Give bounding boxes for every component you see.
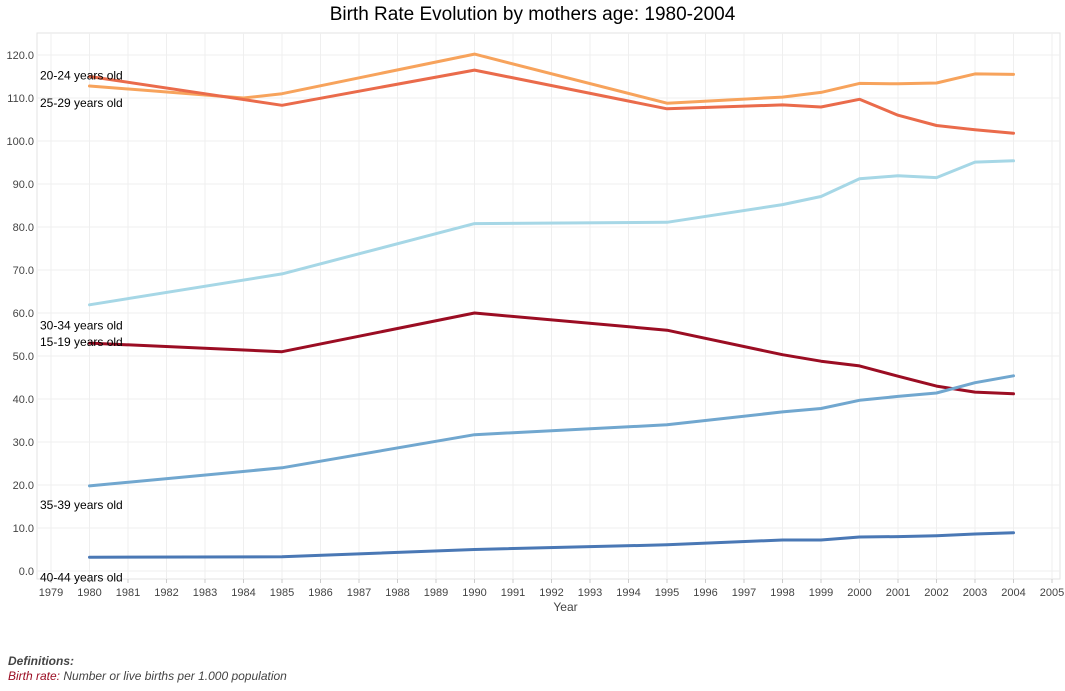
x-tick-label: 1989 [424,587,448,599]
x-tick-label: 1980 [77,587,101,599]
definition-text: Number or live births per 1.000 populati… [63,669,287,683]
x-tick-label: 1996 [693,587,717,599]
series-lines [88,52,1015,559]
x-tick-label: 1984 [231,587,255,599]
grid [36,32,1061,580]
plot-frame [36,32,1061,580]
x-tick-label: 1999 [809,587,833,599]
y-tick-label: 80.0 [13,222,34,234]
x-tick-label: 2002 [924,587,948,599]
series-line [88,531,1015,559]
definitions-note: Definitions: Birth rate: Number or live … [8,654,287,684]
series-label: 20-24 years old [40,69,123,83]
y-tick-label: 50.0 [13,351,34,363]
y-tick-label: 30.0 [13,437,34,449]
x-tick-label: 1995 [655,587,679,599]
x-tick-label: 1985 [270,587,294,599]
x-axis-title: Year [553,600,577,614]
y-tick-label: 20.0 [13,480,34,492]
x-tick-label: 1981 [116,587,140,599]
y-tick-label: 90.0 [13,179,34,191]
x-tick-label: 1993 [578,587,602,599]
y-tick-label: 100.0 [6,136,34,148]
series-line [88,374,1015,488]
chart-title: Birth Rate Evolution by mothers age: 198… [329,4,736,25]
x-tick-label: 1998 [770,587,794,599]
series-label: 40-44 years old [40,570,123,584]
axes: 1979 1980 1981 1982 1983 1984 1985 1986 1987 1988… [6,50,1064,614]
series-line [88,159,1015,307]
definitions-heading: Definitions: [8,654,74,668]
x-tick-label: 1986 [308,587,332,599]
y-tick-label: 110.0 [7,93,34,105]
x-tick-label: 1987 [347,587,371,599]
x-tick-label: 1997 [732,587,756,599]
series-line [88,52,1015,105]
x-tick-label: 1990 [462,587,486,599]
y-tick-label: 40.0 [13,394,34,406]
y-tick-label: 0.0 [19,566,34,578]
series-line [88,68,1015,135]
x-tick-label: 2005 [1040,587,1064,599]
series-label: 15-19 years old [40,335,123,349]
definition-term: Birth rate: [8,669,61,683]
y-tick-label: 120.0 [6,50,34,62]
x-tick-label: 2004 [1001,587,1025,599]
y-tick-label: 60.0 [13,308,34,320]
x-tick-label: 1982 [154,587,178,599]
x-tick-label: 1983 [193,587,217,599]
x-tick-label: 1992 [539,587,563,599]
x-tick-label: 1994 [616,587,640,599]
x-tick-label: 2000 [847,587,871,599]
x-tick-label: 1988 [385,587,409,599]
y-tick-label: 10.0 [13,523,34,535]
x-tick-label: 2001 [886,587,910,599]
x-tick-label: 1979 [39,587,63,599]
series-label: 25-29 years old [40,96,123,110]
series-labels: 20-24 years old 25-29 years old 30-34 year… [40,69,123,585]
y-tick-label: 70.0 [13,265,34,277]
x-tick-label: 1991 [501,587,525,599]
x-tick-label: 2003 [963,587,987,599]
series-label: 30-34 years old [40,318,123,332]
series-label: 35-39 years old [40,498,123,512]
